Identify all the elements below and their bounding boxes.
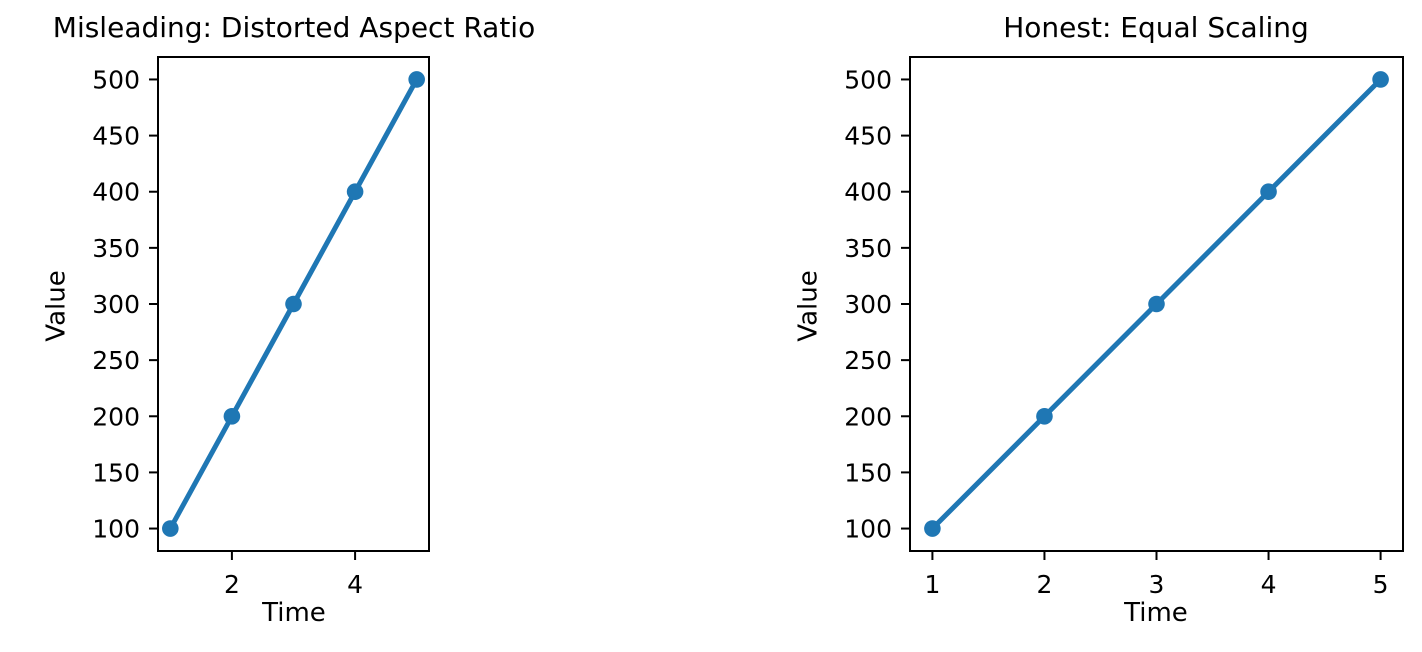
y-tick-label: 400 (92, 178, 140, 207)
data-point (346, 183, 364, 201)
chart-0: 100 150 200 250 300 350 400 450 500 2 4 (92, 56, 430, 599)
right-x-axis-label: Time (1124, 598, 1188, 628)
left-x-axis-label: Time (262, 598, 326, 628)
data-point (285, 295, 302, 313)
y-tick-label: 450 (92, 122, 140, 151)
y-tick-label: 400 (844, 178, 892, 207)
y-tick-label: 250 (92, 346, 140, 375)
right-y-axis-label: Value (793, 270, 824, 342)
y-tick-label: 350 (844, 234, 892, 263)
left-y-axis-label: Value (41, 270, 72, 342)
x-tick-label: 4 (347, 570, 363, 599)
data-point (924, 520, 941, 537)
right-chart-title: Honest: Equal Scaling (1003, 11, 1309, 44)
x-tick-label: 2 (224, 570, 240, 599)
x-tick-label: 1 (924, 570, 940, 599)
y-tick-label: 450 (844, 122, 892, 151)
data-point (1148, 295, 1165, 313)
plot-frame (909, 56, 1404, 552)
y-tick-label: 300 (844, 290, 892, 319)
y-tick-label: 150 (92, 458, 140, 487)
y-tick-label: 350 (92, 234, 140, 263)
x-tick-label: 5 (1373, 570, 1389, 599)
data-point (162, 520, 179, 537)
y-tick-label: 150 (844, 458, 892, 487)
data-point (1036, 407, 1053, 425)
y-tick-label: 500 (844, 65, 892, 94)
plot-frame (157, 56, 430, 552)
data-point (223, 407, 241, 425)
data-point (1260, 183, 1277, 201)
left-chart-title: Misleading: Distorted Aspect Ratio (52, 11, 536, 44)
x-tick-label: 4 (1261, 570, 1277, 599)
y-tick-label: 100 (844, 515, 892, 544)
y-tick-label: 250 (844, 346, 892, 375)
y-tick-label: 100 (92, 515, 140, 544)
data-point (408, 71, 425, 88)
y-tick-label: 200 (844, 402, 892, 431)
x-tick-label: 3 (1149, 570, 1165, 599)
y-tick-label: 200 (92, 402, 140, 431)
chart-1: 100 150 200 250 300 350 400 450 500 1 2 3 4 5 (844, 56, 1404, 599)
y-tick-label: 500 (92, 65, 140, 94)
data-point (1372, 71, 1389, 88)
x-tick-label: 2 (1037, 570, 1053, 599)
y-tick-label: 300 (92, 290, 140, 319)
